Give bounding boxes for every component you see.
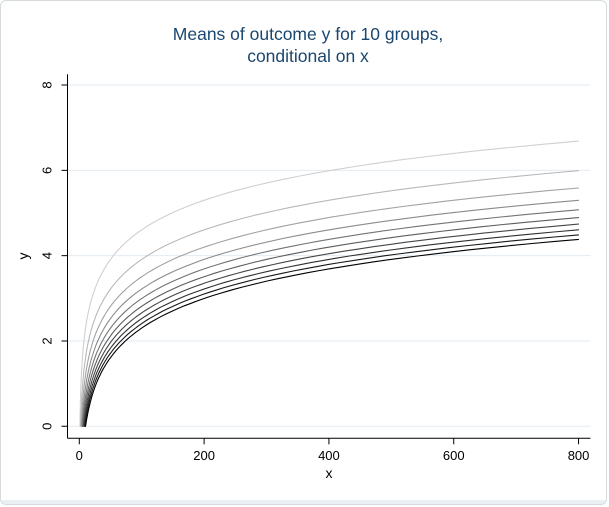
window-bottom-edge	[1, 500, 606, 504]
y-tick-label-2: 2	[40, 337, 55, 344]
curves	[79, 140, 580, 427]
x-tick-label-600: 600	[443, 448, 465, 463]
curve-group-4	[81, 199, 580, 427]
gridlines	[67, 84, 591, 427]
x-tick-label-0: 0	[76, 448, 83, 463]
y-tick-label-4: 4	[40, 252, 55, 259]
chart-title-line1: Means of outcome y for 10 groups,	[173, 24, 443, 44]
curve-group-3	[80, 187, 580, 427]
curve-group-8	[83, 229, 580, 427]
x-tick-label-200: 200	[193, 448, 215, 463]
chart-title-line2: conditional on x	[247, 46, 369, 66]
y-tick-label-0: 0	[40, 423, 55, 430]
curve-group-10	[84, 238, 580, 427]
x-tick-label-800: 800	[568, 448, 590, 463]
curve-group-9	[84, 234, 580, 427]
y-tick-label-8: 8	[40, 81, 55, 88]
curve-group-6	[82, 217, 580, 427]
curve-group-1	[79, 140, 580, 427]
x-tick-label-400: 400	[318, 448, 340, 463]
y-axis-label: y	[15, 253, 31, 260]
curve-group-2	[79, 170, 580, 427]
curve-group-7	[83, 223, 580, 427]
tick-labels: 0 2 4 6 8 0 200 400 600 800	[40, 81, 590, 463]
y-tick-label-6: 6	[40, 167, 55, 174]
axes	[61, 74, 591, 445]
x-axis-label: x	[326, 465, 333, 481]
curve-group-5	[81, 209, 580, 427]
